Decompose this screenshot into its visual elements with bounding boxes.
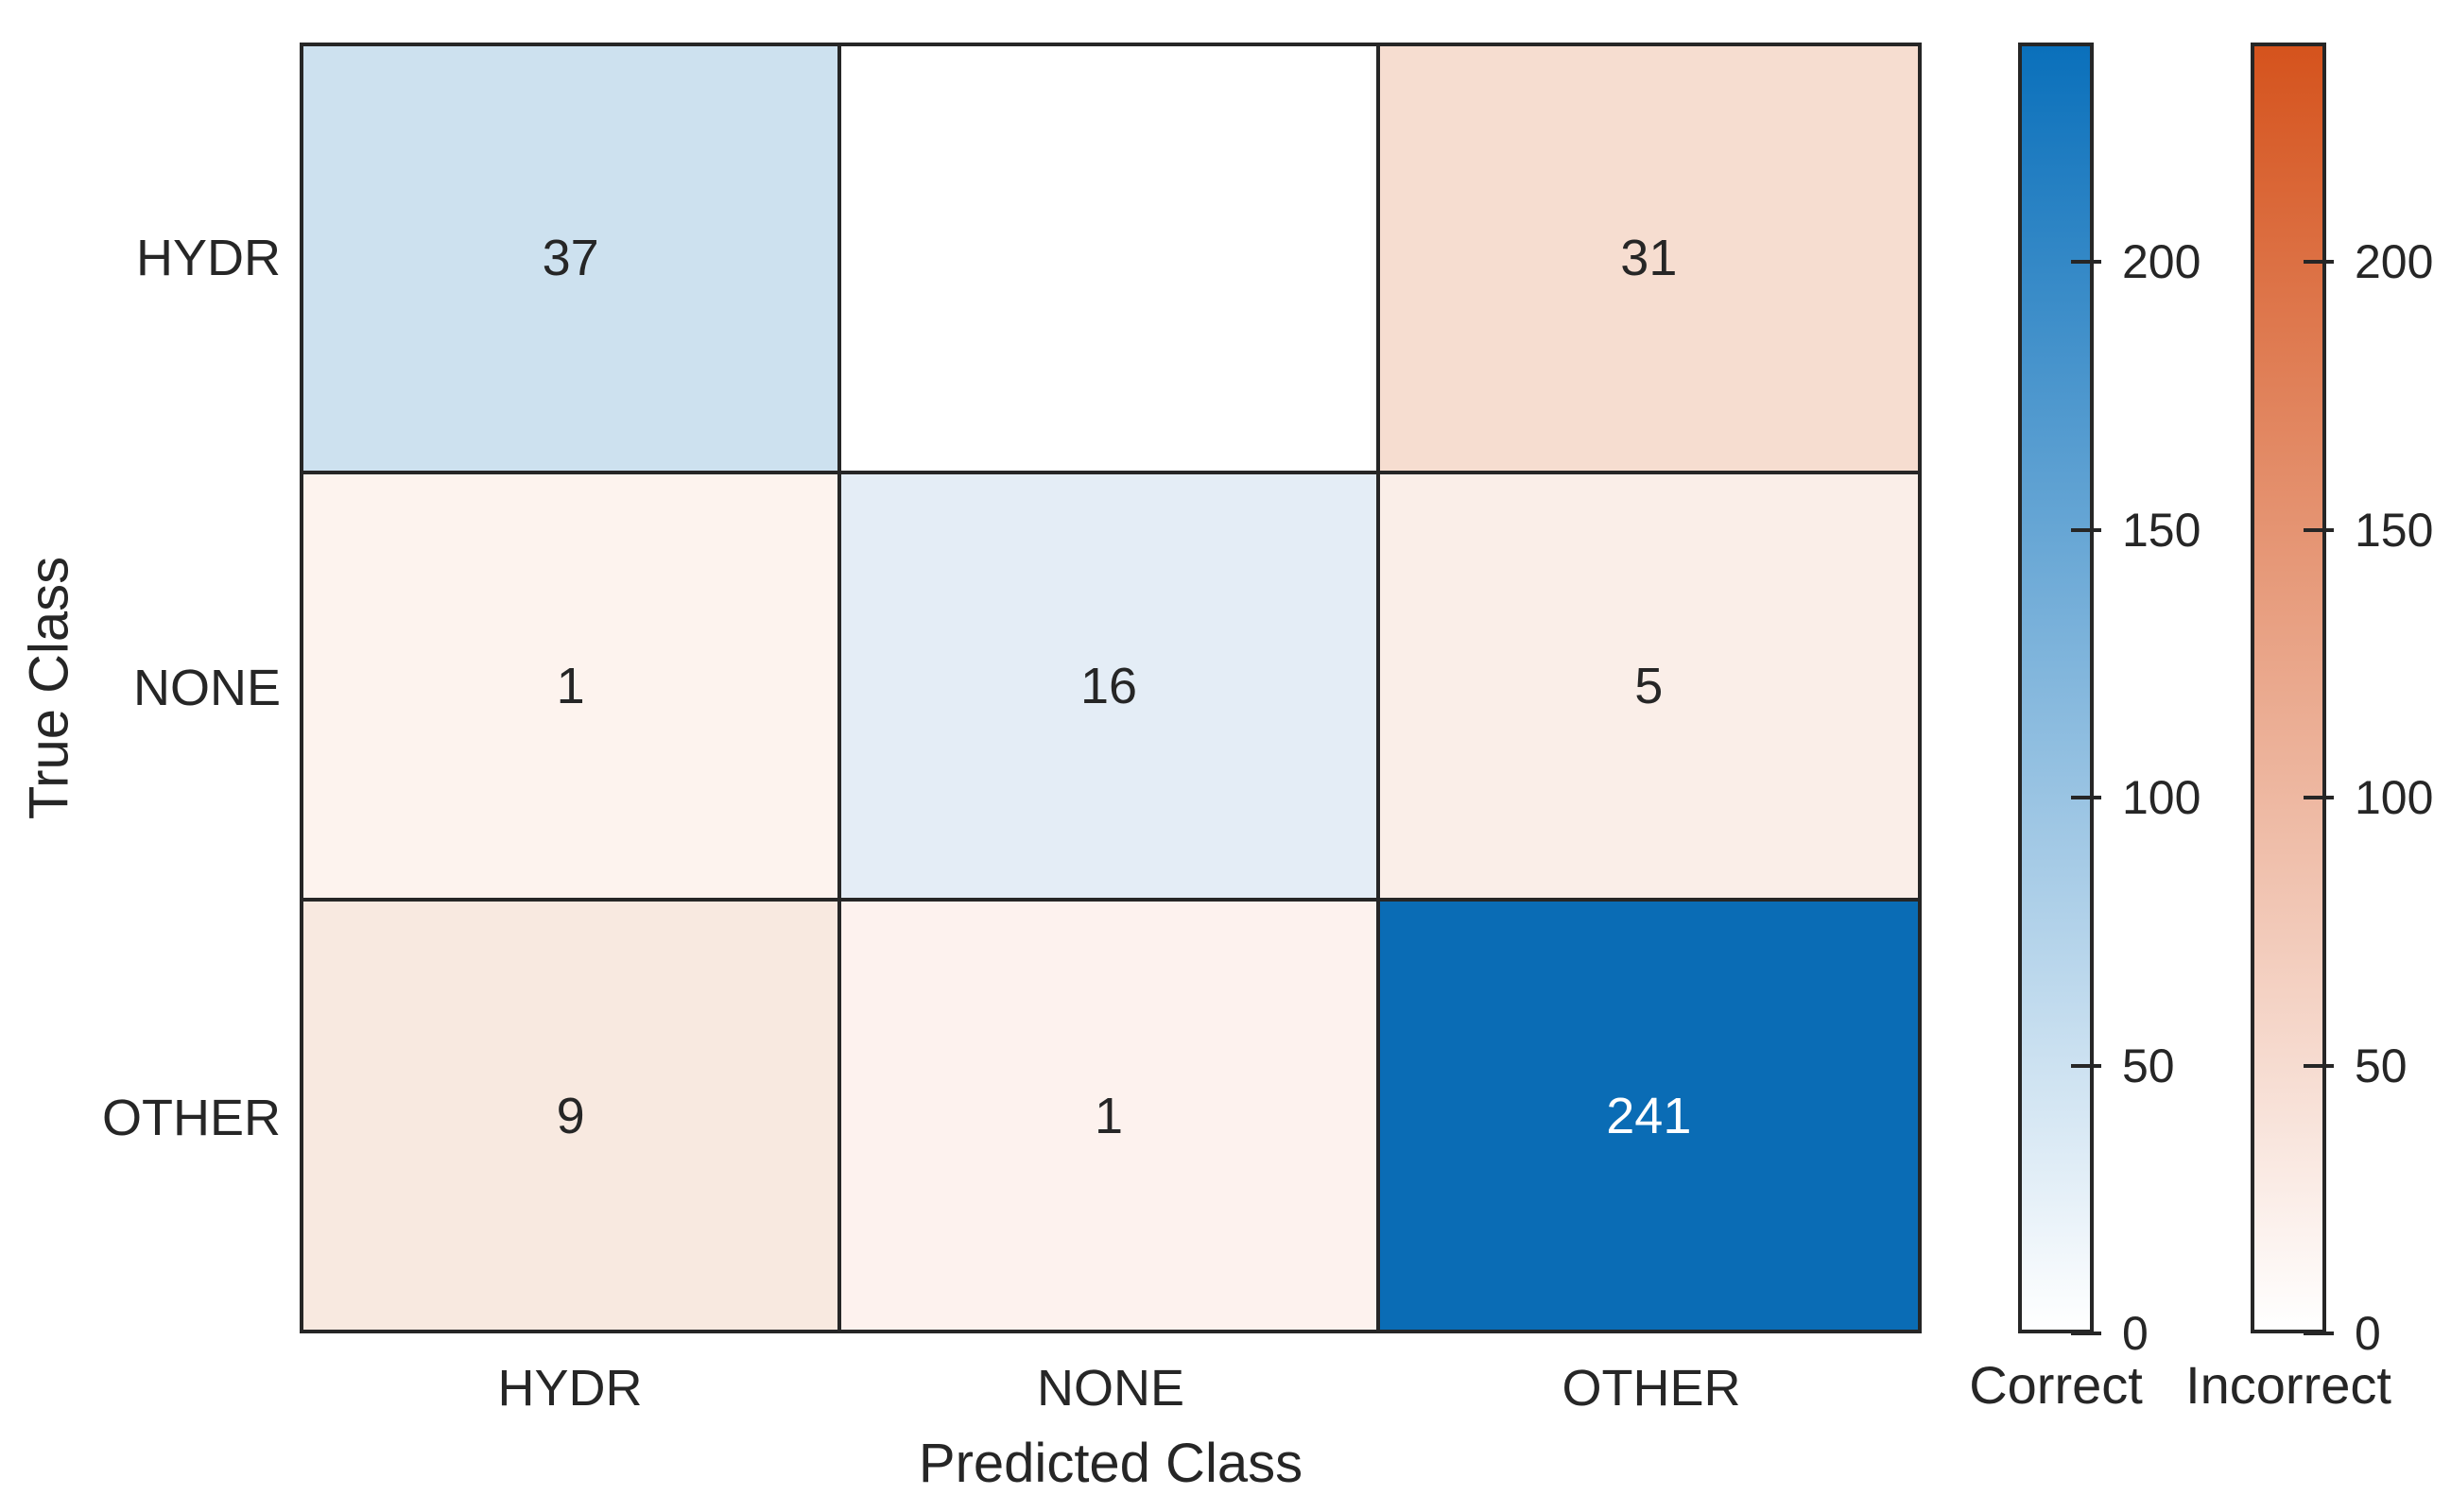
colorbar-correct-gradient — [2018, 43, 2094, 1333]
colorbar-tick-label: 200 — [2355, 235, 2434, 289]
colorbar-correct-ticks: 0 50 100 150 200 — [2018, 43, 2235, 1357]
colorbar-incorrect-label: Incorrect — [2185, 1355, 2391, 1415]
colorbar-tick-mark — [2304, 260, 2334, 265]
colorbar-tick-mark — [2304, 1332, 2334, 1335]
colorbar-tick-mark — [2071, 260, 2101, 265]
colorbar-incorrect-gradient — [2251, 43, 2326, 1333]
cell-other-hydr: 9 — [303, 902, 842, 1330]
colorbar-tick-label: 150 — [2122, 503, 2201, 557]
cell-hydr-hydr: 37 — [303, 46, 842, 474]
colorbar-incorrect-ticks: 0 50 100 150 200 — [2251, 43, 2451, 1357]
confusion-matrix-grid: 37 31 1 16 5 9 1 241 — [300, 43, 1922, 1333]
cell-value: 37 — [542, 230, 599, 287]
x-axis-title: Predicted Class — [918, 1433, 1303, 1494]
col-label-hydr: HYDR — [497, 1360, 643, 1417]
colorbar-tick-mark — [2304, 1063, 2334, 1068]
cell-value: 1 — [556, 657, 585, 714]
cell-value: 5 — [1634, 657, 1664, 714]
colorbar-tick-label: 100 — [2122, 771, 2201, 825]
cell-value: 1 — [1094, 1087, 1124, 1144]
cell-value: 9 — [556, 1087, 585, 1144]
colorbar-tick-mark — [2071, 796, 2101, 800]
cell-none-other: 5 — [1379, 473, 1918, 902]
cell-other-none: 1 — [841, 902, 1380, 1330]
colorbar-tick-mark — [2304, 796, 2334, 800]
colorbar-incorrect: 0 50 100 150 200 Incorrect — [2185, 43, 2451, 1415]
colorbar-tick-mark — [2071, 1332, 2101, 1335]
cell-hydr-none — [841, 46, 1380, 474]
colorbar-tick-label: 50 — [2122, 1039, 2175, 1092]
colorbar-tick-label: 50 — [2355, 1039, 2408, 1092]
colorbar-tick-mark — [2071, 527, 2101, 532]
colorbar-correct-label: Correct — [1969, 1355, 2143, 1415]
colorbar-tick-label: 0 — [2355, 1307, 2381, 1360]
cell-hydr-other: 31 — [1379, 46, 1918, 474]
colorbar-tick-mark — [2304, 527, 2334, 532]
y-tick-labels: HYDR NONE OTHER — [0, 43, 281, 1333]
cell-value: 241 — [1606, 1087, 1692, 1144]
colorbar-tick-mark — [2071, 1063, 2101, 1068]
colorbar-tick-label: 200 — [2122, 235, 2201, 289]
row-label-hydr: HYDR — [135, 229, 281, 286]
colorbar-correct: 0 50 100 150 200 Correct — [1969, 43, 2235, 1415]
row-label-none: NONE — [132, 660, 281, 716]
x-tick-labels: HYDR NONE OTHER — [300, 1355, 1922, 1421]
cell-none-none: 16 — [841, 473, 1380, 902]
col-label-none: NONE — [1036, 1360, 1185, 1417]
col-label-other: OTHER — [1562, 1360, 1741, 1417]
colorbar-tick-label: 0 — [2122, 1307, 2149, 1360]
cell-none-hydr: 1 — [303, 473, 842, 902]
cell-value: 31 — [1620, 230, 1678, 287]
cell-other-other: 241 — [1379, 902, 1918, 1330]
colorbar-tick-label: 150 — [2355, 503, 2434, 557]
colorbar-tick-label: 100 — [2355, 771, 2434, 825]
row-label-other: OTHER — [102, 1090, 281, 1147]
cell-value: 16 — [1079, 657, 1138, 714]
